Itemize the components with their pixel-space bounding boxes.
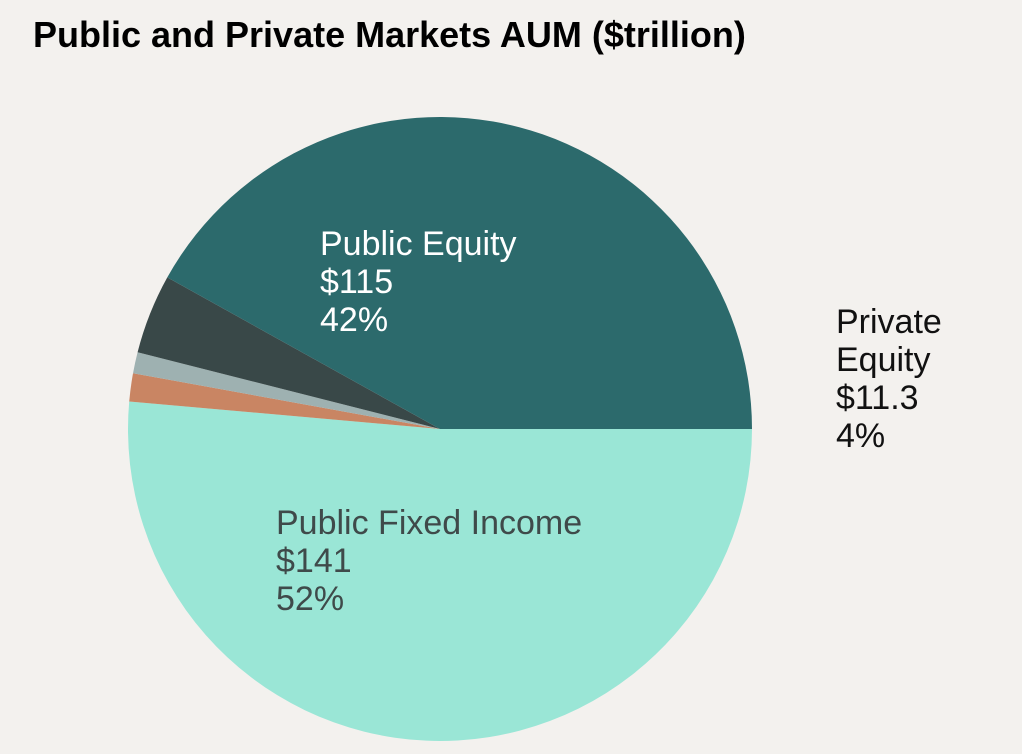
label-public-equity-name: Public Equity bbox=[320, 225, 517, 263]
pie-slice-public-equity bbox=[167, 116, 753, 429]
pie-slice-public-fixed-income bbox=[127, 401, 752, 741]
label-public-equity: Public Equity $115 42% bbox=[320, 225, 517, 339]
label-public-fixed-income: Public Fixed Income $141 52% bbox=[276, 504, 582, 618]
pie-slice-other-gray bbox=[133, 352, 440, 429]
chart-title: Public and Private Markets AUM ($trillio… bbox=[33, 14, 746, 55]
pie-slice-private-equity bbox=[137, 277, 440, 429]
label-public-equity-percent: 42% bbox=[320, 301, 389, 339]
label-private-equity-name: Private Equity bbox=[836, 303, 942, 379]
label-public-equity-value: $115 bbox=[320, 263, 394, 301]
pie-slice-other-orange bbox=[129, 373, 440, 429]
label-public-fixed-income-percent: 52% bbox=[276, 580, 345, 618]
label-private-equity-percent: 4% bbox=[836, 417, 886, 455]
label-public-fixed-income-name: Public Fixed Income bbox=[276, 504, 583, 542]
label-private-equity: Private Equity $11.3 4% bbox=[836, 303, 986, 455]
label-public-fixed-income-value: $141 bbox=[276, 542, 352, 580]
label-private-equity-value: $11.3 bbox=[836, 379, 919, 417]
